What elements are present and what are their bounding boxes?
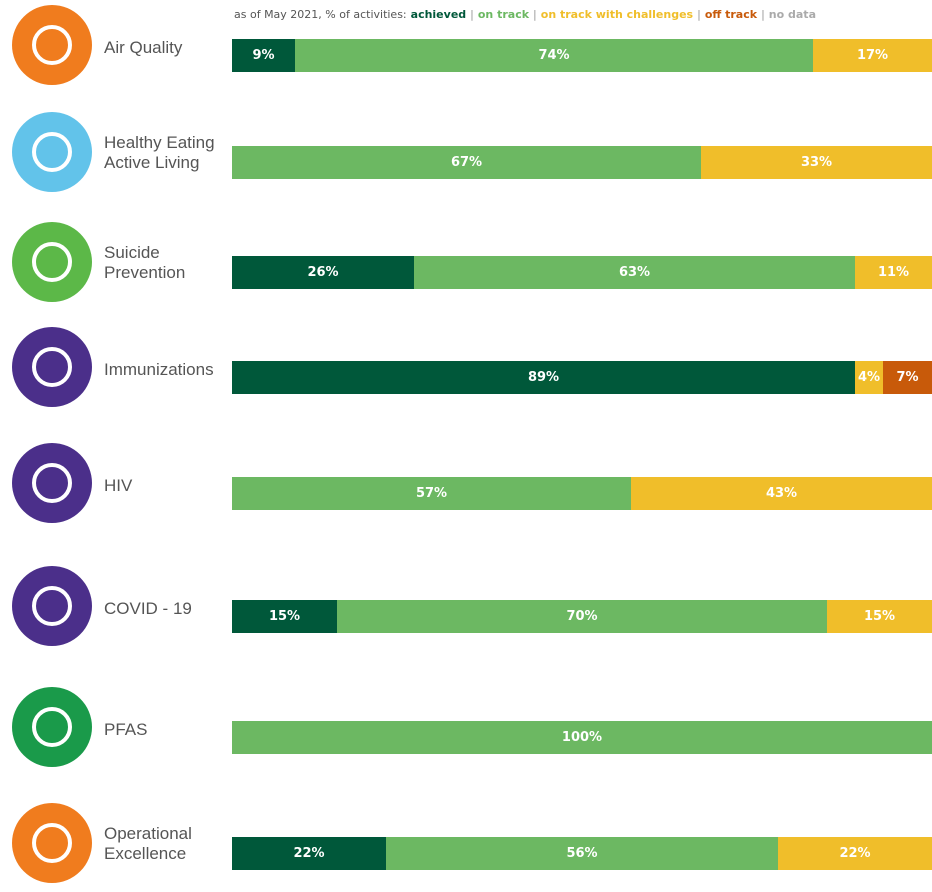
icon-glyph xyxy=(32,242,72,282)
bar-segment: 7% xyxy=(883,361,932,394)
legend: as of May 2021, % of activities: achieved… xyxy=(234,8,816,21)
legend-separator: | xyxy=(533,8,537,21)
legend-entry: no data xyxy=(768,8,816,21)
icon-glyph xyxy=(32,347,72,387)
bar-segment: 15% xyxy=(232,600,337,633)
data-label: 43% xyxy=(765,486,798,501)
icon-glyph xyxy=(32,586,72,626)
category-label: Operational Excellence xyxy=(104,824,192,863)
category-label: Air Quality xyxy=(104,38,183,57)
data-label: 74% xyxy=(538,48,570,63)
data-label: 63% xyxy=(618,265,651,280)
bar-segment: 33% xyxy=(701,146,932,179)
bar-segment: 63% xyxy=(414,256,855,289)
data-label: 26% xyxy=(307,265,339,280)
data-label: 89% xyxy=(527,370,560,385)
icon-glyph xyxy=(32,25,72,65)
data-label: 11% xyxy=(877,265,910,280)
bar-segment: 100% xyxy=(232,721,932,754)
data-label: 4% xyxy=(857,370,881,385)
bar-segment: 67% xyxy=(232,146,701,179)
category-label: COVID - 19 xyxy=(104,599,192,618)
bar-segment: 17% xyxy=(813,39,932,72)
category-icon xyxy=(12,327,92,407)
data-label: 100% xyxy=(561,730,603,745)
icons xyxy=(12,5,92,883)
data-label: 56% xyxy=(566,846,598,861)
category-label: Suicide Prevention xyxy=(104,243,186,282)
legend-entry: on track with challenges xyxy=(540,8,694,21)
category-icon xyxy=(12,566,92,646)
data-label: 15% xyxy=(268,609,301,624)
bar-segment: 9% xyxy=(232,39,295,72)
category-icon xyxy=(12,112,92,192)
legend-prefix: as of May 2021, % of activities: xyxy=(234,8,407,21)
bar-segment: 56% xyxy=(386,837,778,870)
data-label: 33% xyxy=(800,155,833,170)
icon-glyph xyxy=(32,707,72,747)
category-icon xyxy=(12,803,92,883)
category-label: PFAS xyxy=(104,720,148,739)
category-label: Immunizations xyxy=(104,360,214,379)
bar-segment: 11% xyxy=(855,256,932,289)
bar-segment: 70% xyxy=(337,600,827,633)
bar-segment: 74% xyxy=(295,39,813,72)
bar-segment: 89% xyxy=(232,361,855,394)
legend-entry: achieved xyxy=(410,8,467,21)
category-icon xyxy=(12,222,92,302)
data-label: 67% xyxy=(450,155,483,170)
legend-entry: on track xyxy=(477,8,530,21)
legend-separator: | xyxy=(697,8,701,21)
data-label: 15% xyxy=(863,609,896,624)
legend-separator: | xyxy=(761,8,765,21)
data-label: 7% xyxy=(896,370,919,385)
bar-segment: 57% xyxy=(232,477,631,510)
data-label: 57% xyxy=(415,486,448,501)
data-label: 9% xyxy=(252,48,275,63)
data-label: 22% xyxy=(839,846,871,861)
legend-separator: | xyxy=(470,8,474,21)
category-icon xyxy=(12,5,92,85)
data-label: 17% xyxy=(856,48,889,63)
bar-segment: 22% xyxy=(232,837,386,870)
category-icon xyxy=(12,443,92,523)
bar-segment: 22% xyxy=(778,837,932,870)
category-label: HIV xyxy=(104,476,133,495)
icon-glyph xyxy=(32,463,72,503)
legend-entry: off track xyxy=(704,8,758,21)
data-label: 22% xyxy=(293,846,325,861)
bar-segment: 15% xyxy=(827,600,932,633)
bar-segment: 43% xyxy=(631,477,932,510)
bar-segment: 4% xyxy=(855,361,883,394)
category-icon xyxy=(12,687,92,767)
category-label: Healthy Eating Active Living xyxy=(104,133,215,172)
data-label: 70% xyxy=(566,609,598,624)
icon-glyph xyxy=(32,823,72,863)
bar-segment: 26% xyxy=(232,256,414,289)
icon-glyph xyxy=(32,132,72,172)
